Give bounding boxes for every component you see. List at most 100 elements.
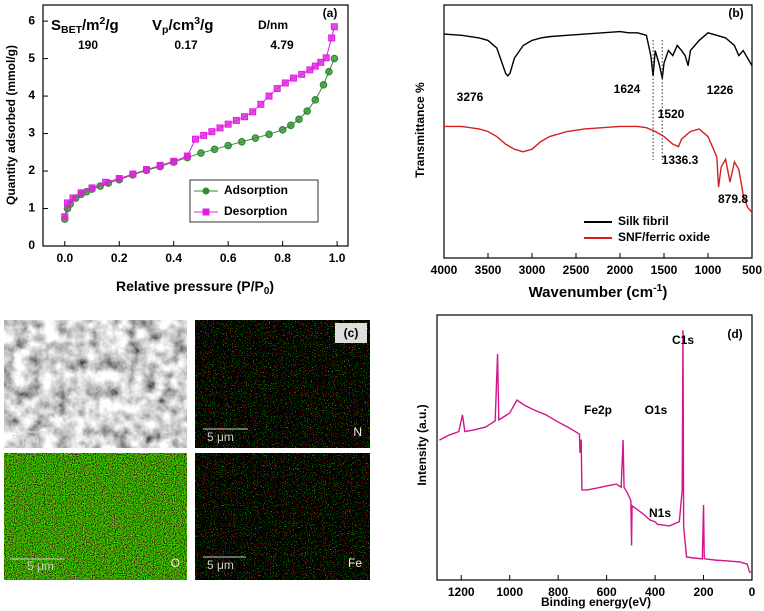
annotation: D/nm	[258, 18, 288, 32]
annotation-part: p	[162, 24, 168, 36]
peak-label: 1336.3	[662, 153, 699, 167]
marker	[265, 92, 273, 100]
peak-label: N1s	[649, 506, 671, 520]
x-tick-label: 0.6	[220, 251, 237, 265]
annotation-part: /g	[200, 17, 213, 34]
plot-frame	[42, 4, 349, 247]
series-line	[444, 125, 753, 213]
y-tick-label: 1	[28, 201, 35, 215]
marker	[278, 126, 287, 134]
fe-map	[195, 453, 370, 580]
annotation-part: /g	[105, 17, 118, 34]
y-tick-label: 3	[28, 126, 35, 140]
marker	[281, 79, 289, 87]
x-tick-label: 2500	[563, 263, 590, 277]
sem-image	[4, 320, 187, 448]
panel-label: (b)	[728, 6, 743, 20]
x-tick-label: 1000	[695, 263, 722, 277]
scale-label: 5 μm	[27, 559, 54, 573]
annotation: SBET/m2/g	[51, 15, 119, 36]
y-tick-label: 4	[28, 88, 35, 102]
x-tick-label: 800	[548, 585, 568, 599]
x-axis-label-part: )	[662, 284, 667, 301]
plot-frame	[436, 314, 753, 581]
marker	[325, 67, 333, 76]
marker	[224, 120, 232, 128]
x-tick-label: 0.8	[274, 251, 291, 265]
y-axis-label: Transmittance %	[413, 82, 427, 178]
series-line	[443, 30, 753, 79]
marker	[328, 34, 336, 42]
x-axis-label: Binding energy(eV)	[541, 595, 651, 609]
marker	[330, 54, 339, 63]
marker	[61, 213, 69, 221]
y-axis-label: Quantity adsorbed (mmol/g)	[4, 45, 18, 205]
scale-label: 5 μm	[207, 558, 234, 572]
marker	[142, 166, 150, 174]
y-tick-label: 2	[28, 163, 35, 177]
panel-label: (a)	[323, 6, 338, 20]
legend-label: SNF/ferric oxide	[618, 230, 710, 244]
marker	[170, 157, 178, 165]
marker	[290, 74, 298, 82]
panel-label: (d)	[727, 327, 742, 341]
annotation-value: 0.17	[174, 38, 198, 52]
marker	[311, 62, 319, 70]
marker	[69, 194, 77, 202]
element-label: N	[353, 425, 362, 439]
series-line	[439, 330, 752, 573]
x-tick-label: 0.0	[56, 251, 73, 265]
marker	[249, 108, 257, 116]
x-tick-label: 3000	[519, 263, 546, 277]
x-tick-label: 0.2	[111, 251, 128, 265]
panel: 1200 1000 800 600 400 200 0 (d) C1s O1s Fe2p N1s	[436, 314, 756, 599]
marker	[192, 135, 199, 143]
marker	[251, 134, 260, 142]
marker	[208, 128, 216, 136]
peak-label: Fe2p	[584, 403, 612, 417]
peak-label: O1s	[645, 403, 668, 417]
x-tick-label: 2000	[607, 263, 634, 277]
legend-label: Adsorption	[224, 183, 288, 197]
peak-label: 1226	[707, 83, 734, 97]
marker	[64, 199, 72, 207]
x-tick-label: 400	[645, 585, 665, 599]
x-axis-label-part: Wavenumber (cm	[529, 284, 653, 301]
x-axis-label-part: )	[269, 278, 274, 294]
y-tick-label: 5	[28, 51, 35, 65]
marker	[322, 54, 330, 62]
marker	[295, 115, 303, 124]
panel: 4000 3500 3000 2500 2000 1500 1000 500 (b) Silk f…	[431, 4, 762, 277]
marker	[197, 149, 205, 157]
marker	[273, 85, 281, 93]
annotation-part: 2	[100, 15, 106, 27]
peak-label: C1s	[672, 333, 694, 347]
marker	[330, 23, 338, 31]
marker	[77, 189, 85, 197]
marker	[129, 170, 137, 178]
marker	[306, 66, 314, 74]
plot-frame	[443, 4, 753, 259]
x-tick-label: 1000	[496, 585, 523, 599]
marker	[237, 138, 246, 146]
marker	[183, 152, 191, 160]
x-tick-label: 1500	[651, 263, 678, 277]
peak-label: 879.8	[718, 192, 748, 206]
marker	[311, 96, 320, 104]
marker	[210, 145, 219, 154]
marker	[303, 107, 311, 115]
panel: 0.0 0.2 0.4 0.6 0.8 1.0 0 1 2 3 4 5 6 (a) Adsorption De…	[28, 4, 349, 265]
x-tick-label: 1200	[448, 585, 475, 599]
label-box	[335, 323, 367, 343]
x-tick-label: 500	[742, 263, 762, 277]
element-label: O	[171, 556, 180, 570]
annotation-part: /m	[82, 17, 100, 34]
legend-marker	[202, 208, 210, 216]
annotation-part: BET	[61, 24, 83, 36]
marker	[287, 121, 295, 130]
scale-label: 5 μm	[207, 430, 234, 444]
legend-label: Desorption	[224, 204, 287, 218]
x-tick-label: 4000	[431, 263, 458, 277]
marker	[115, 175, 123, 183]
marker	[257, 100, 265, 108]
